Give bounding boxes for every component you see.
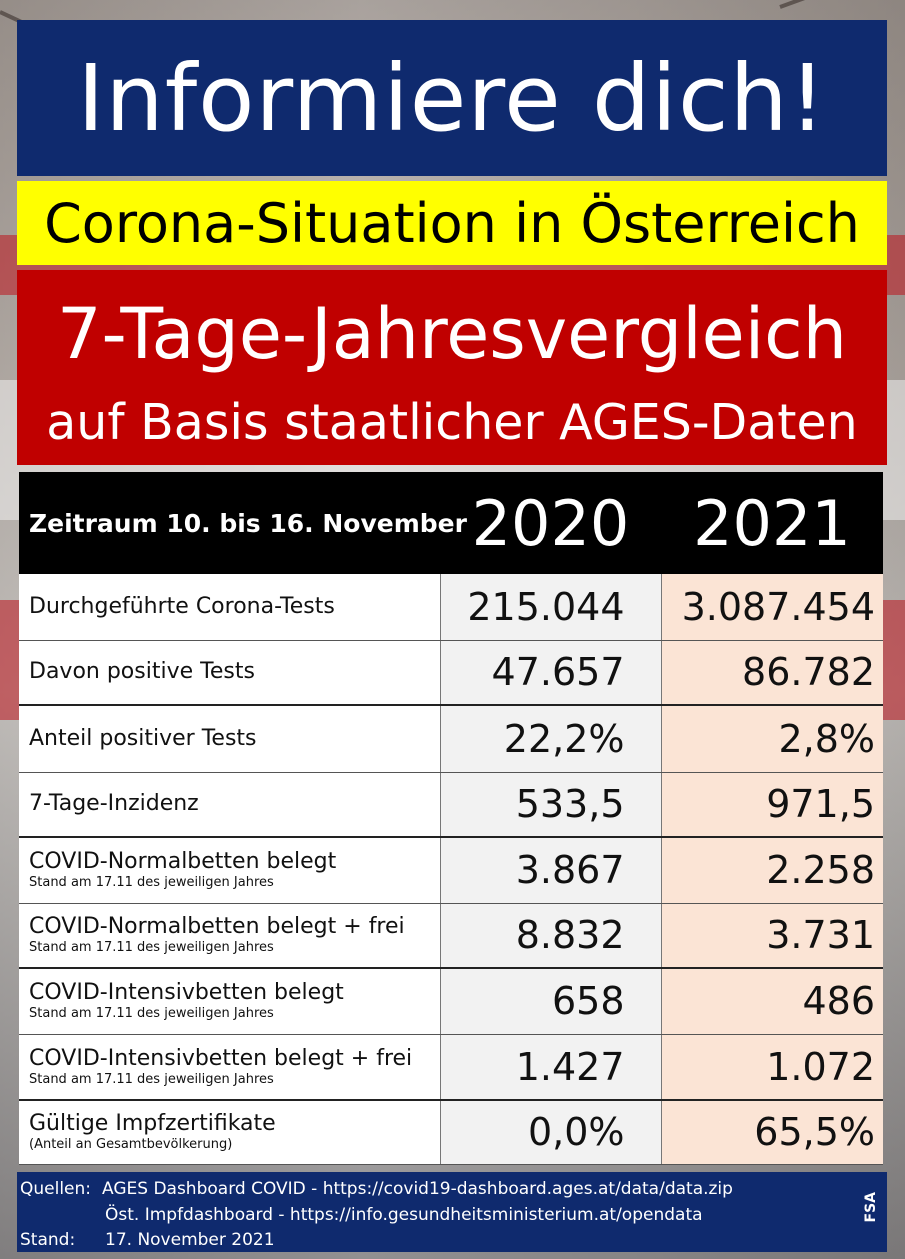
table-row: Anteil positiver Tests 22,2% 2,8% (19, 705, 883, 773)
table-row: COVID-Normalbetten belegt Stand am 17.11… (19, 837, 883, 904)
row-label-text: 7-Tage-Inzidenz (29, 791, 199, 817)
comparison-table: Zeitraum 10. bis 16. November 2020 2021 … (19, 472, 883, 1165)
row-label-text: COVID-Normalbetten belegt + frei (29, 914, 405, 940)
row-label: 7-Tage-Inzidenz (19, 772, 440, 838)
table-header-row: Zeitraum 10. bis 16. November 2020 2021 (19, 472, 883, 574)
row-label-text: COVID-Intensivbetten belegt (29, 980, 344, 1006)
row-label-text: Anteil positiver Tests (29, 725, 257, 751)
row-label-text: COVID-Normalbetten belegt (29, 849, 337, 875)
sources-label: Quellen: (20, 1179, 92, 1199)
subheading: auf Basis staatlicher AGES-Daten (46, 394, 858, 451)
heading: 7-Tage-Jahresvergleich (56, 293, 848, 375)
heading-banner: 7-Tage-Jahresvergleich auf Basis staatli… (17, 270, 887, 465)
row-label: COVID-Intensivbetten belegt + frei Stand… (19, 1034, 440, 1101)
row-label: COVID-Normalbetten belegt Stand am 17.11… (19, 837, 440, 904)
row-label-text: COVID-Intensivbetten belegt + frei (29, 1045, 413, 1071)
value-2021: 65,5% (660, 1100, 883, 1165)
page-subtitle: Corona-Situation in Österreich (17, 181, 887, 265)
author-mark: FSA (863, 1192, 879, 1223)
table-row: COVID-Intensivbetten belegt Stand am 17.… (19, 968, 883, 1035)
table-row: 7-Tage-Inzidenz 533,5 971,5 (19, 772, 883, 838)
value-2021: 2,8% (660, 705, 883, 773)
row-label: COVID-Normalbetten belegt + frei Stand a… (19, 903, 440, 969)
table-row: COVID-Normalbetten belegt + frei Stand a… (19, 903, 883, 969)
sources-footer: Quellen: AGES Dashboard COVID - https://… (17, 1172, 887, 1252)
background-branch (779, 0, 894, 9)
value-2020: 47.657 (439, 640, 661, 706)
value-2021: 1.072 (660, 1034, 883, 1101)
value-2020: 1.427 (439, 1034, 661, 1101)
table-row: Gültige Impfzertifikate (Anteil an Gesam… (19, 1100, 883, 1165)
value-2020: 533,5 (439, 772, 661, 838)
row-label-text: Durchgeführte Corona-Tests (29, 593, 335, 619)
value-2021: 486 (660, 968, 883, 1035)
value-2020: 22,2% (439, 705, 661, 773)
year-2021-header: 2021 (661, 472, 883, 574)
row-note: Stand am 17.11 des jeweiligen Jahres (29, 940, 274, 956)
value-2021: 3.731 (660, 903, 883, 969)
table-row: COVID-Intensivbetten belegt + frei Stand… (19, 1034, 883, 1101)
row-note: Stand am 17.11 des jeweiligen Jahres (29, 875, 274, 891)
stand-date: 17. November 2021 (105, 1230, 275, 1250)
value-2021: 971,5 (660, 772, 883, 838)
table-row: Durchgeführte Corona-Tests 215.044 3.087… (19, 574, 883, 641)
row-label: Anteil positiver Tests (19, 705, 440, 773)
row-note: Stand am 17.11 des jeweiligen Jahres (29, 1006, 274, 1022)
value-2021: 86.782 (660, 640, 883, 706)
value-2020: 8.832 (439, 903, 661, 969)
page-title: Informiere dich! (17, 20, 887, 176)
value-2021: 3.087.454 (660, 574, 883, 641)
row-label-text: Davon positive Tests (29, 659, 255, 685)
value-2020: 0,0% (439, 1100, 661, 1165)
value-2021: 2.258 (660, 837, 883, 904)
row-label: Durchgeführte Corona-Tests (19, 574, 440, 641)
row-label-text: Gültige Impfzertifikate (29, 1111, 276, 1137)
source-ages-dashboard: AGES Dashboard COVID - https://covid19-d… (102, 1179, 733, 1199)
value-2020: 3.867 (439, 837, 661, 904)
period-label: Zeitraum 10. bis 16. November (19, 472, 467, 574)
stand-label: Stand: (20, 1230, 76, 1250)
row-note: Stand am 17.11 des jeweiligen Jahres (29, 1071, 274, 1087)
row-label: Gültige Impfzertifikate (Anteil an Gesam… (19, 1100, 440, 1165)
row-label: Davon positive Tests (19, 640, 440, 706)
row-note: (Anteil an Gesamtbevölkerung) (29, 1137, 233, 1153)
year-2020-header: 2020 (440, 472, 661, 574)
value-2020: 215.044 (439, 574, 661, 641)
table-row: Davon positive Tests 47.657 86.782 (19, 640, 883, 706)
row-label: COVID-Intensivbetten belegt Stand am 17.… (19, 968, 440, 1035)
source-impfdashboard: Öst. Impfdashboard - https://info.gesund… (105, 1205, 703, 1225)
value-2020: 658 (439, 968, 661, 1035)
